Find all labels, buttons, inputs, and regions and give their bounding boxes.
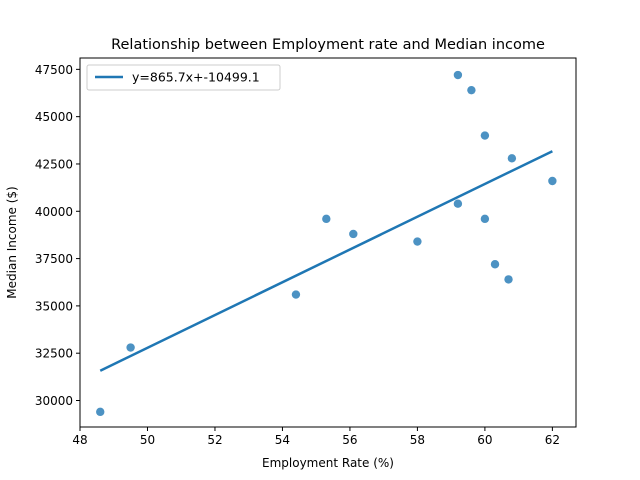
scatter-point xyxy=(548,176,557,186)
x-axis-ticks: 48 50 52 54 56 58 60 62 xyxy=(72,427,560,447)
y-tick-label: 42500 xyxy=(35,157,73,171)
x-tick-label: 62 xyxy=(545,433,560,447)
regression-line xyxy=(99,150,553,372)
x-axis-label: Employment Rate (%) xyxy=(262,456,394,470)
legend: y=865.7x+-10499.1 xyxy=(86,64,281,91)
x-tick-label: 58 xyxy=(410,433,425,447)
scatter-point xyxy=(413,237,422,246)
y-axis-label: Median Income ($) xyxy=(5,186,19,298)
scatter-point xyxy=(453,70,463,80)
scatter-point xyxy=(467,85,476,95)
scatter-point xyxy=(453,199,463,208)
y-tick-label: 40000 xyxy=(35,205,73,219)
scatter-point xyxy=(480,131,490,140)
legend-box xyxy=(86,64,281,91)
scatter-point xyxy=(504,275,513,284)
y-tick-label: 47500 xyxy=(35,63,73,77)
axes-frame xyxy=(79,57,577,428)
scatter-point xyxy=(126,343,135,352)
scatter-point xyxy=(507,154,517,163)
y-tick-label: 37500 xyxy=(35,252,73,266)
legend-label: y=865.7x+-10499.1 xyxy=(132,70,260,85)
y-tick-label: 30000 xyxy=(35,394,73,408)
scatter-point xyxy=(291,290,301,299)
x-tick-label: 50 xyxy=(140,433,155,447)
y-tick-label: 35000 xyxy=(35,299,73,313)
x-tick-label: 60 xyxy=(477,433,492,447)
scatter-point xyxy=(96,407,105,417)
y-tick-label: 32500 xyxy=(35,347,73,361)
scatter-point xyxy=(349,229,358,239)
scatter-point xyxy=(322,214,331,224)
x-tick-label: 48 xyxy=(72,433,87,447)
y-tick-label: 45000 xyxy=(35,110,73,124)
scatter-point xyxy=(490,260,500,269)
scatter-point xyxy=(480,214,490,224)
y-axis-ticks: 30000 32500 35000 37500 40000 42500 45000 47500 xyxy=(35,63,80,408)
chart-title: Relationship between Employment rate and… xyxy=(111,37,545,53)
x-tick-label: 52 xyxy=(207,433,222,447)
x-tick-label: 54 xyxy=(275,433,290,447)
x-tick-label: 56 xyxy=(342,433,357,447)
plot-area xyxy=(96,70,557,417)
